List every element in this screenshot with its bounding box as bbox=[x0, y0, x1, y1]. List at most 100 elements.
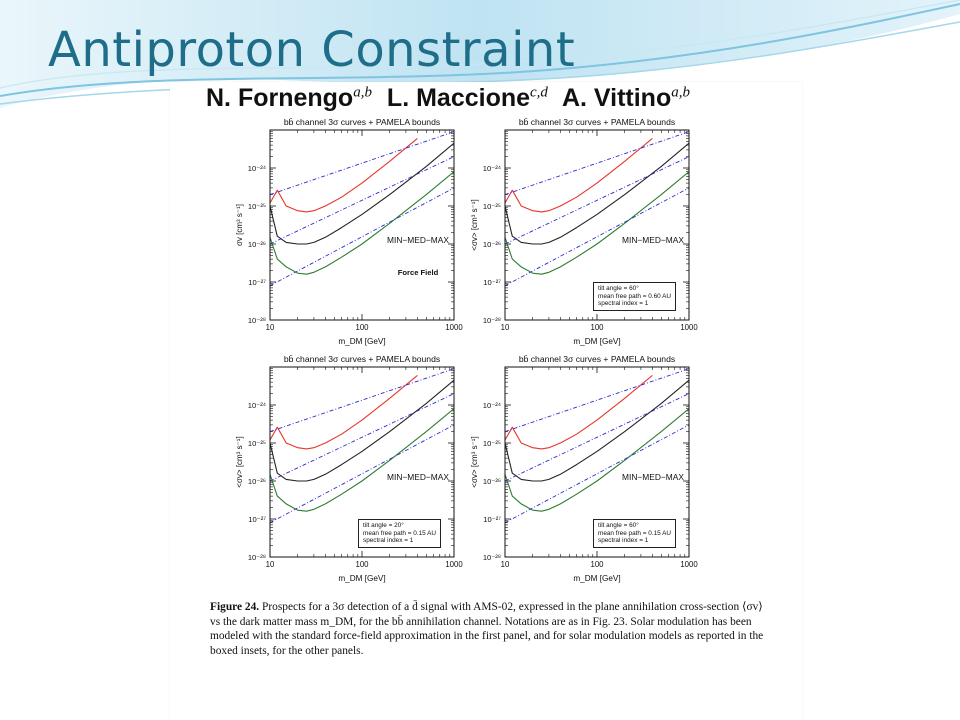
series-line-max bbox=[505, 137, 653, 213]
inset-line: spectral index = 1 bbox=[598, 300, 649, 308]
y-tick-label: 10⁻²⁸ bbox=[483, 316, 501, 325]
series-line-med bbox=[505, 142, 689, 245]
pamela-bound-line bbox=[270, 187, 454, 287]
header-swoosh-line bbox=[0, 0, 960, 89]
x-tick-label: 10 bbox=[266, 323, 275, 332]
x-tick-label: 100 bbox=[355, 323, 369, 332]
x-tick-label: 1000 bbox=[680, 560, 698, 569]
series-line-med bbox=[505, 379, 689, 482]
x-tick-label: 1000 bbox=[445, 560, 463, 569]
figure-caption: Figure 24. Prospects for a 3σ detection … bbox=[210, 600, 770, 658]
author: A. Vittinoa,b bbox=[562, 84, 690, 112]
author: L. Maccionec,d bbox=[387, 84, 548, 112]
y-tick-label: 10⁻²⁷ bbox=[483, 278, 501, 287]
pamela-bound-line bbox=[270, 393, 454, 482]
y-tick-label: 10⁻²⁵ bbox=[483, 202, 501, 211]
plot-frame bbox=[504, 129, 690, 321]
inset-line: mean free path = 0.15 AU bbox=[363, 529, 437, 537]
x-tick-label: 100 bbox=[590, 560, 604, 569]
pamela-bound-line bbox=[270, 156, 454, 245]
series-line-max bbox=[270, 374, 418, 450]
plot-frame bbox=[504, 366, 690, 558]
author-name: A. Vittino bbox=[561, 84, 672, 112]
y-tick-label: 10⁻²⁸ bbox=[483, 553, 501, 562]
model-sublabel: Force Field bbox=[398, 268, 439, 277]
y-tick-label: 10⁻²⁶ bbox=[483, 477, 501, 486]
author-affiliation: c,d bbox=[530, 84, 548, 101]
header-swoosh-line bbox=[0, 3, 960, 97]
pamela-bound-line bbox=[505, 131, 689, 196]
series-line-min bbox=[270, 171, 454, 275]
inset-line: mean free path = 0.60 AU bbox=[598, 292, 672, 300]
series-line-med bbox=[270, 142, 454, 245]
inset-line: spectral index = 1 bbox=[363, 537, 414, 545]
model-parameters-inset: tilt angle = 20° mean free path = 0.15 AU… bbox=[358, 519, 442, 548]
y-tick-label: 10⁻²⁴ bbox=[248, 164, 266, 173]
y-tick-label: 10⁻²⁴ bbox=[483, 164, 501, 173]
y-tick-label: 10⁻²⁷ bbox=[248, 278, 266, 287]
inset-line: spectral index = 1 bbox=[598, 537, 649, 545]
pamela-bound-line bbox=[505, 368, 689, 433]
model-parameters-inset: tilt angle = 60° mean free path = 0.60 AU… bbox=[593, 282, 677, 311]
author-name: L. Maccione bbox=[386, 84, 531, 112]
y-axis-label: σv [cm³ s⁻¹] bbox=[235, 204, 244, 246]
y-tick-label: 10⁻²⁷ bbox=[483, 515, 501, 524]
y-tick-label: 10⁻²⁶ bbox=[248, 240, 266, 249]
x-axis-label: m_DM [GeV] bbox=[338, 337, 385, 346]
series-line-max bbox=[505, 374, 653, 450]
series-line-min bbox=[505, 171, 689, 275]
y-tick-label: 10⁻²⁸ bbox=[248, 316, 266, 325]
x-tick-label: 100 bbox=[590, 323, 604, 332]
y-tick-label: 10⁻²⁶ bbox=[483, 240, 501, 249]
plot-frame bbox=[269, 366, 455, 558]
x-tick-label: 10 bbox=[266, 560, 275, 569]
x-tick-label: 10 bbox=[501, 323, 510, 332]
author-name: N. Fornengo bbox=[206, 84, 354, 112]
chart-panel-4: bb̄ channel 3σ curves + PAMELA bounds 10⁻… bbox=[470, 354, 698, 583]
chart-panel-3: bb̄ channel 3σ curves + PAMELA bounds 10⁻… bbox=[235, 354, 463, 583]
annotation-label: MIN−MED−MAX bbox=[387, 235, 449, 245]
model-parameters-inset: tilt angle = 60° mean free path = 0.15 AU… bbox=[593, 519, 677, 548]
chart-panel-1: bb̄ channel 3σ curves + PAMELA bounds 10⁻… bbox=[235, 117, 463, 346]
figure-panel: N. Fornengoa,b L. Maccionec,d A. Vittino… bbox=[170, 82, 802, 720]
series-line-min bbox=[270, 408, 454, 512]
y-tick-label: 10⁻²⁶ bbox=[248, 477, 266, 486]
y-axis-label: <σv> [cm³ s⁻¹] bbox=[470, 199, 479, 250]
inset-line: mean free path = 0.15 AU bbox=[598, 529, 672, 537]
y-tick-label: 10⁻²⁵ bbox=[483, 439, 501, 448]
series-line-max bbox=[270, 137, 418, 213]
chart-panel-2: bb̄ channel 3σ curves + PAMELA bounds 10⁻… bbox=[470, 117, 698, 346]
pamela-bound-line bbox=[505, 424, 689, 524]
y-tick-label: 10⁻²⁴ bbox=[483, 401, 501, 410]
y-axis-label: <σv> [cm³ s⁻¹] bbox=[470, 436, 479, 487]
annotation-label: MIN−MED−MAX bbox=[622, 472, 684, 482]
author-affiliation: a,b bbox=[353, 84, 372, 101]
x-tick-label: 10 bbox=[501, 560, 510, 569]
chart-title: bb̄ channel 3σ curves + PAMELA bounds bbox=[284, 117, 440, 127]
inset-line: tilt angle = 20° bbox=[363, 522, 404, 529]
pamela-bound-line bbox=[505, 156, 689, 245]
pamela-bound-line bbox=[505, 187, 689, 287]
annotation-label: MIN−MED−MAX bbox=[622, 235, 684, 245]
y-tick-label: 10⁻²⁵ bbox=[248, 202, 266, 211]
y-tick-label: 10⁻²⁷ bbox=[248, 515, 266, 524]
plots-grid: bb̄ channel 3σ curves + PAMELA bounds 10⁻… bbox=[235, 117, 698, 583]
pamela-bound-line bbox=[270, 131, 454, 196]
annotation-label: MIN−MED−MAX bbox=[387, 472, 449, 482]
chart-title: bb̄ channel 3σ curves + PAMELA bounds bbox=[284, 354, 440, 364]
pamela-bound-line bbox=[270, 368, 454, 433]
x-tick-label: 1000 bbox=[680, 323, 698, 332]
chart-title: bb̄ channel 3σ curves + PAMELA bounds bbox=[519, 354, 675, 364]
inset-line: tilt angle = 60° bbox=[598, 522, 639, 529]
header-swoosh bbox=[0, 0, 960, 108]
header-swoosh-line bbox=[0, 21, 960, 105]
x-axis-label: m_DM [GeV] bbox=[573, 574, 620, 583]
x-axis-label: m_DM [GeV] bbox=[573, 337, 620, 346]
caption-label: Figure 24. bbox=[210, 601, 260, 613]
author-line: N. Fornengoa,b L. Maccionec,d A. Vittino… bbox=[206, 84, 698, 113]
pamela-bound-line bbox=[505, 393, 689, 482]
author-affiliation: a,b bbox=[671, 84, 690, 101]
author: N. Fornengoa,b bbox=[206, 84, 372, 112]
chart-title: bb̄ channel 3σ curves + PAMELA bounds bbox=[519, 117, 675, 127]
